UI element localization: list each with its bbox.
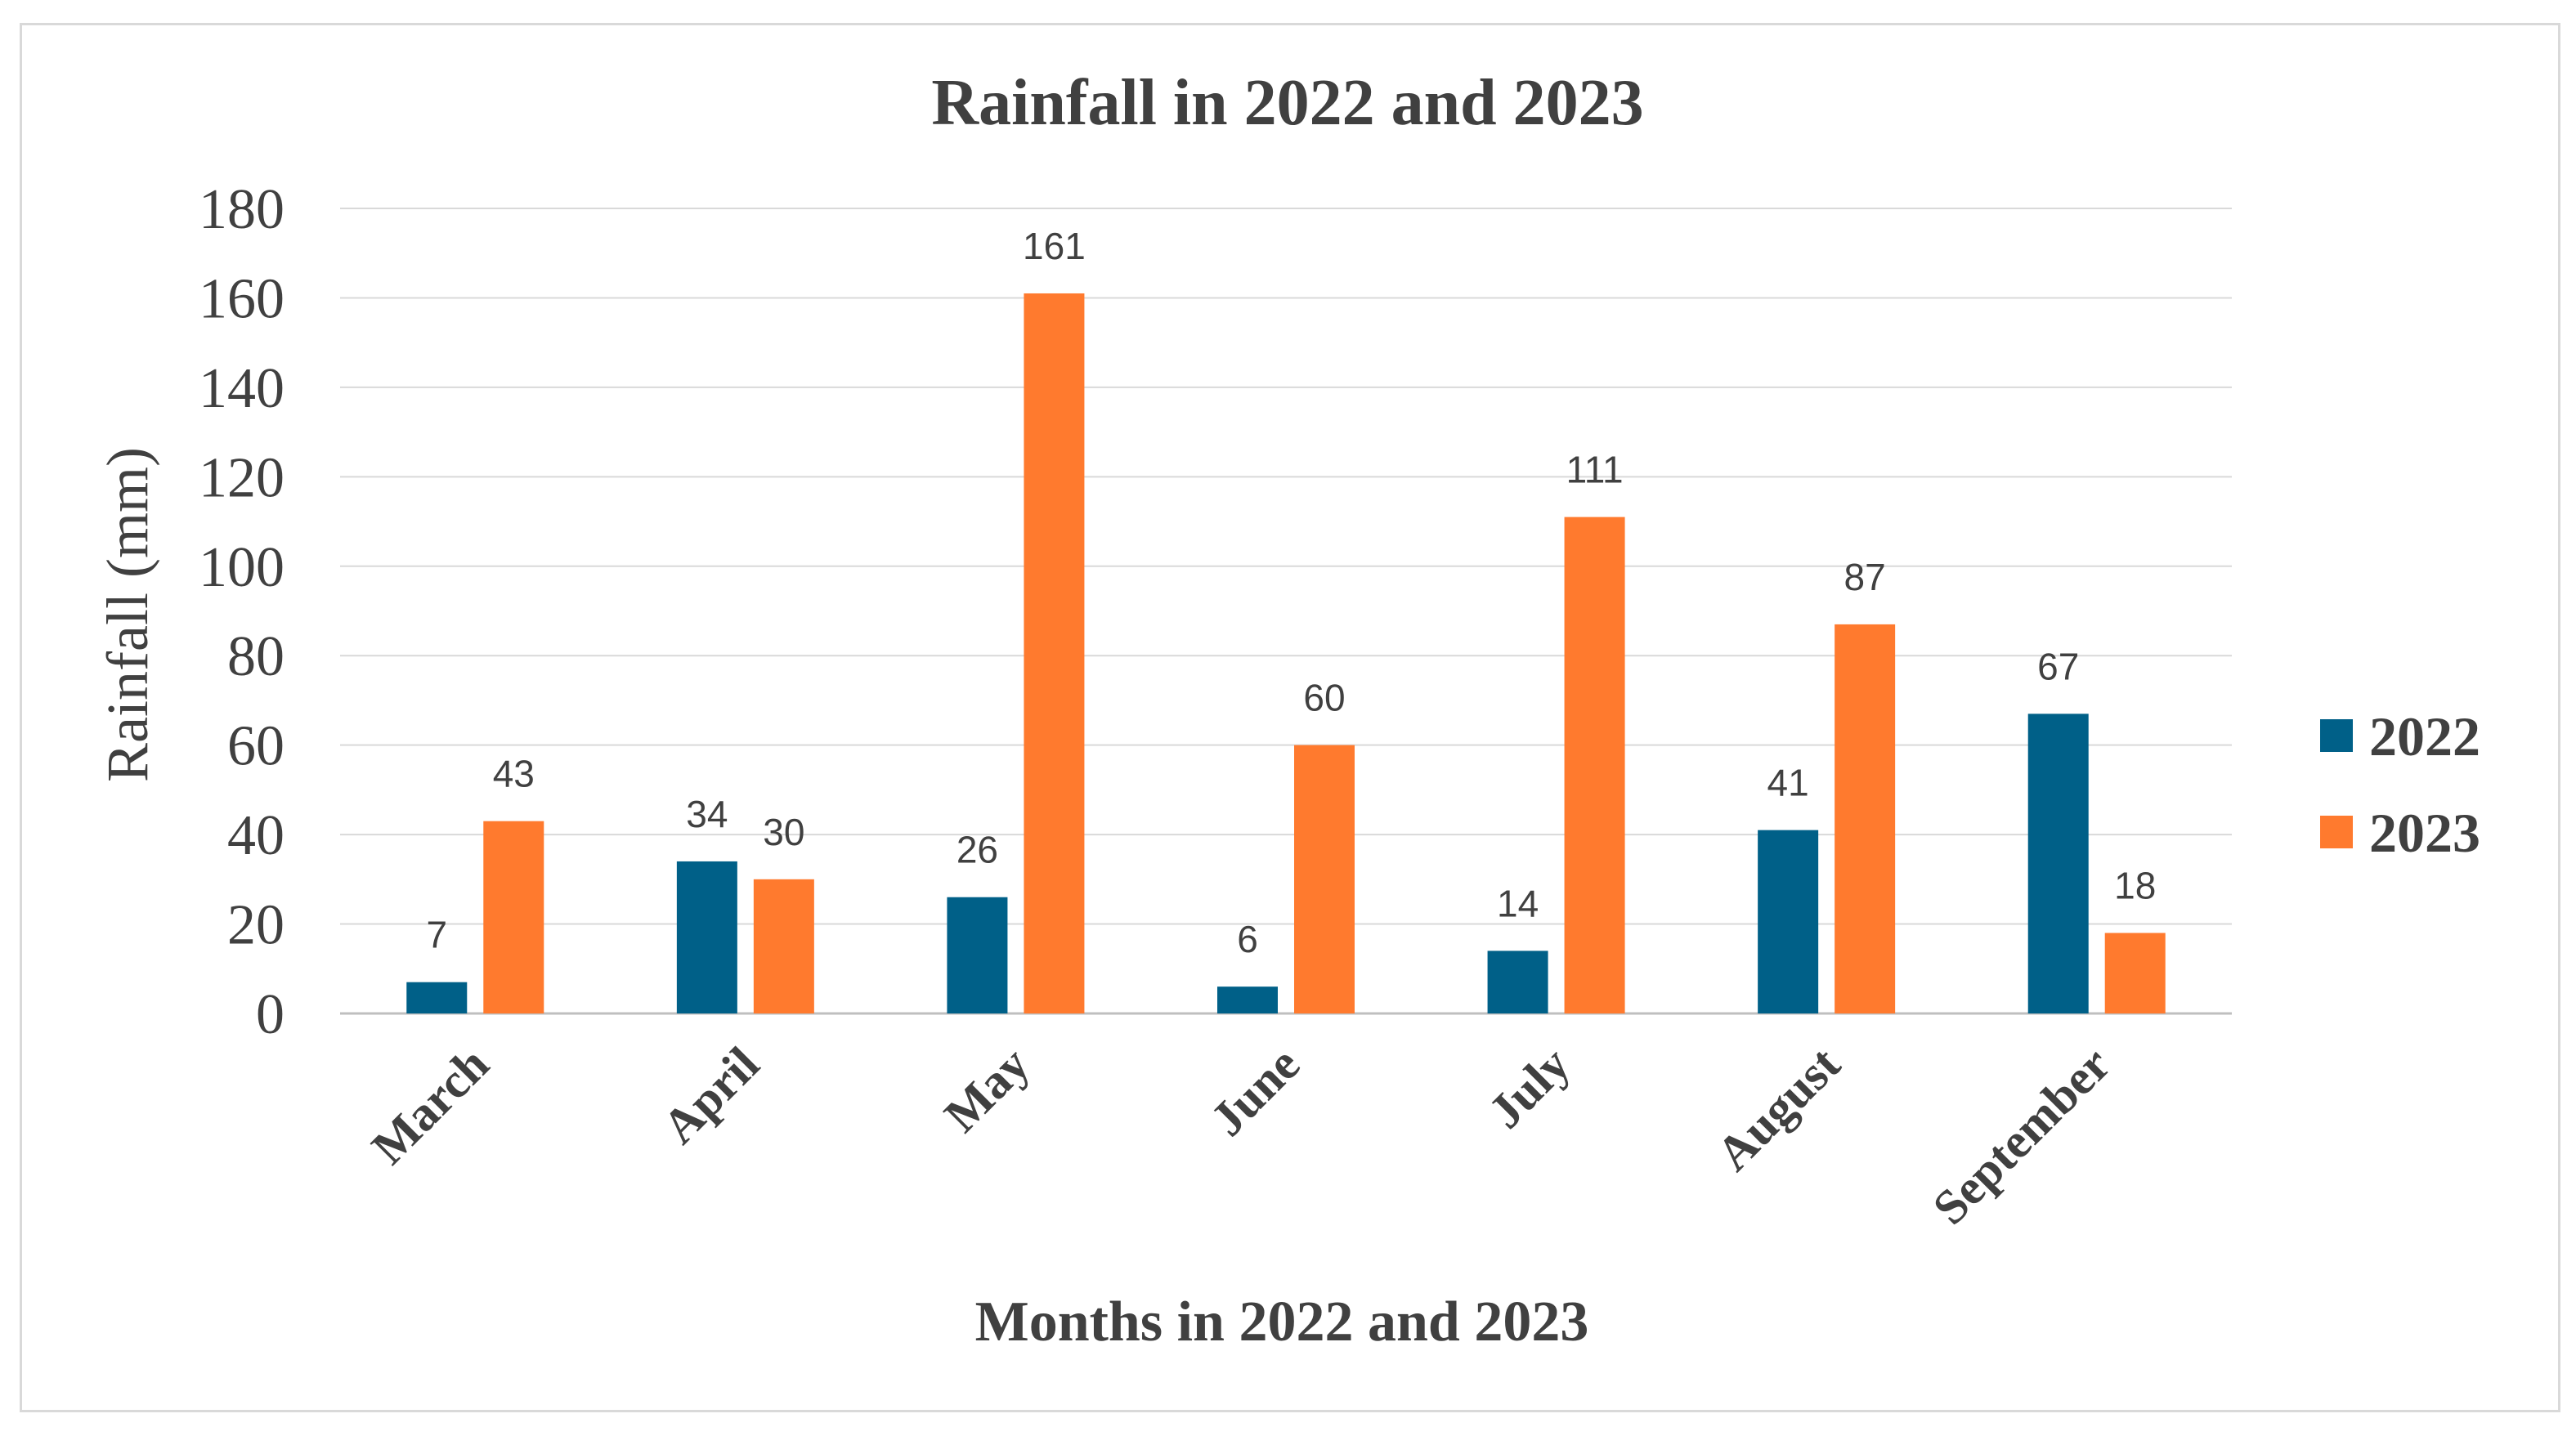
bar-2022-september [2027, 714, 2089, 1013]
bar-2023-august [1835, 624, 1896, 1013]
x-tick-label: September [1923, 1037, 2121, 1235]
data-labels: 7 43 34 30 26 161 6 60 14 111 41 87 67 18 [426, 225, 2156, 960]
x-tick-label: May [934, 1037, 1039, 1143]
data-label: 161 [1023, 225, 1086, 267]
data-label: 41 [1767, 762, 1809, 804]
bar-2023-march [483, 821, 544, 1013]
data-label: 60 [1303, 677, 1345, 719]
bar-2022-april [676, 861, 737, 1013]
y-tick-label: 60 [227, 715, 284, 778]
data-label: 87 [1844, 556, 1886, 598]
gridlines [340, 208, 2232, 1015]
legend-label-2023: 2023 [2369, 802, 2480, 864]
bar-2023-september [2104, 933, 2166, 1013]
chart-title: Rainfall in 2022 and 2023 [931, 67, 1643, 139]
y-axis-label: Rainfall (mm) [95, 447, 160, 782]
data-label: 111 [1566, 449, 1624, 491]
x-tick-label: June [1200, 1037, 1310, 1147]
bar-2023-june [1294, 745, 1355, 1013]
data-label: 6 [1237, 918, 1258, 960]
y-tick-label: 120 [199, 446, 284, 509]
data-label: 14 [1497, 882, 1539, 924]
x-axis-ticks: March April May June July August September [361, 1037, 2121, 1235]
data-label: 26 [956, 829, 998, 871]
bar-2023-july [1564, 517, 1625, 1013]
y-tick-label: 0 [256, 983, 284, 1046]
y-tick-label: 80 [227, 625, 284, 688]
bar-2022-august [1758, 830, 1819, 1013]
legend-label-2022: 2022 [2369, 705, 2480, 767]
x-tick-label: July [1478, 1037, 1579, 1139]
data-label: 30 [763, 811, 804, 853]
x-tick-label: August [1706, 1037, 1850, 1181]
legend-swatch-2023 [2320, 816, 2353, 848]
bars [406, 293, 2166, 1013]
bar-2022-july [1487, 951, 1548, 1013]
data-label: 34 [686, 793, 728, 835]
y-tick-label: 140 [199, 357, 284, 420]
x-axis-label: Months in 2022 and 2023 [975, 1291, 1589, 1353]
data-label: 18 [2114, 865, 2156, 907]
y-tick-label: 20 [227, 894, 284, 957]
x-tick-label: March [361, 1037, 499, 1174]
y-tick-label: 40 [227, 804, 284, 867]
y-tick-label: 100 [199, 536, 284, 599]
bar-2023-may [1024, 293, 1085, 1013]
data-label: 67 [2037, 645, 2079, 687]
bar-2022-june [1217, 986, 1278, 1013]
data-label: 43 [493, 753, 535, 795]
bar-2022-may [947, 897, 1008, 1013]
data-label: 7 [426, 914, 447, 956]
bar-2023-april [753, 879, 814, 1013]
legend-swatch-2022 [2320, 719, 2353, 752]
legend: 2022 2023 [2320, 705, 2480, 864]
y-tick-label: 180 [199, 178, 284, 241]
x-tick-label: April [652, 1037, 769, 1154]
y-tick-label: 160 [199, 267, 284, 330]
y-axis-ticks: 0 20 40 60 80 100 120 140 160 180 [199, 178, 284, 1046]
chart-frame [20, 23, 2560, 1412]
bar-2022-march [406, 982, 468, 1013]
